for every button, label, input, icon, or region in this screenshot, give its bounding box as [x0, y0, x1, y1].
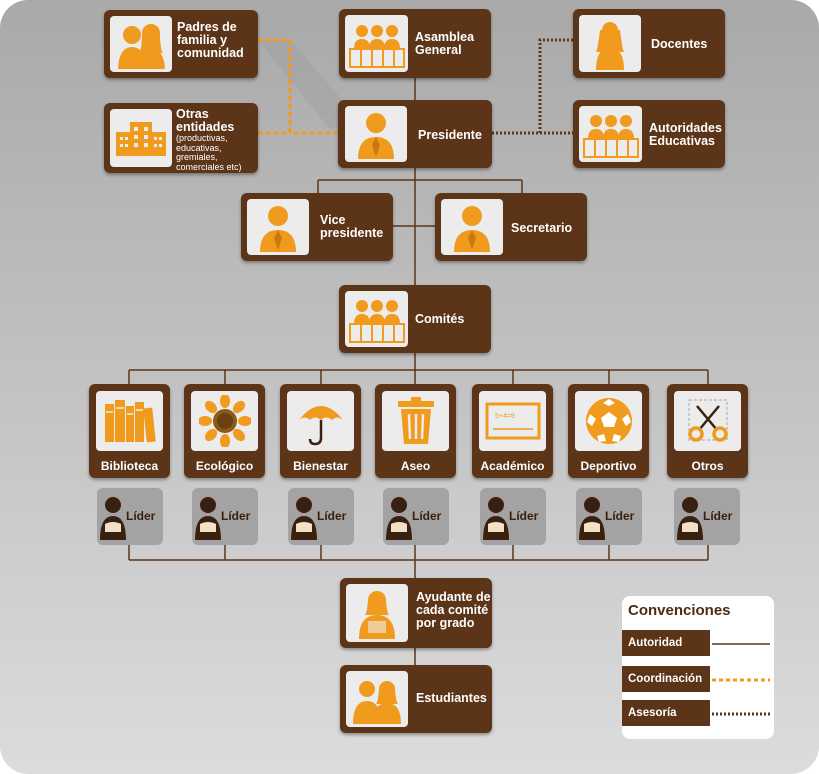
students-icon: [346, 671, 408, 727]
committee-deportivo: Deportivo: [568, 384, 649, 478]
node-otras-label: Otras entidades (productivas, educativas,…: [176, 108, 242, 172]
node-secretario-label: Secretario: [511, 221, 573, 235]
legend: Convenciones Autoridad Coordinación Ases…: [622, 596, 774, 739]
node-vice: Vice presidente: [241, 193, 393, 261]
leader-icon: [386, 497, 412, 540]
leader-icon: [100, 497, 126, 540]
leader-label: Líder: [605, 509, 635, 523]
node-presidente-label: Presidente: [418, 128, 482, 142]
committee-otros: Otros: [667, 384, 748, 478]
committee-ecologico-label: Ecológico: [195, 459, 254, 473]
node-comites: Comités: [339, 285, 491, 353]
node-presidente: Presidente: [338, 100, 492, 168]
leader-icon: [483, 497, 509, 540]
node-docentes: Docentes: [573, 9, 725, 78]
node-otras-title: Otras entidades: [176, 107, 235, 134]
node-vice-label: Vice presidente: [320, 213, 384, 240]
committee-biblioteca-label: Biblioteca: [100, 459, 159, 473]
committee-aseo-label: Aseo: [400, 459, 431, 473]
leader-ecologico: Líder: [192, 488, 258, 545]
teacher-icon: [579, 15, 641, 72]
committee-biblioteca: Biblioteca: [89, 384, 170, 478]
leader-icon: [579, 497, 605, 540]
committee-deportivo-label: Deportivo: [580, 459, 637, 473]
soccer-ball-icon: [575, 391, 642, 451]
committee-icon: [345, 291, 408, 347]
leader-label: Líder: [509, 509, 539, 523]
node-otras: Otras entidades (productivas, educativas,…: [104, 103, 258, 173]
leader-otros: Líder: [674, 488, 740, 545]
person-icon: [441, 199, 503, 255]
node-ayudante: Ayudante de cada comité por grado: [340, 578, 492, 648]
legend-title: Convenciones: [628, 602, 731, 619]
parents-icon: [110, 16, 172, 72]
leader-deportivo: Líder: [576, 488, 642, 545]
leader-label: Líder: [126, 509, 156, 523]
leader-label: Líder: [412, 509, 442, 523]
node-docentes-label: Docentes: [651, 37, 708, 51]
buildings-icon: [110, 109, 172, 167]
umbrella-icon: [287, 391, 354, 451]
node-estudiantes-label: Estudiantes: [416, 691, 487, 705]
node-padres-label: Padres de familia y comunidad: [177, 20, 244, 60]
committee-otros-label: Otros: [691, 459, 724, 473]
leader-aseo: Líder: [383, 488, 449, 545]
committee-ecologico: Ecológico: [184, 384, 265, 478]
scissors-icon: [674, 391, 741, 451]
committee-aseo: Aseo: [375, 384, 456, 478]
leader-icon: [291, 497, 317, 540]
committee-bienestar-label: Bienestar: [293, 459, 348, 473]
leader-label: Líder: [221, 509, 251, 523]
leader-icon: [677, 497, 703, 540]
node-asamblea: Asamblea General: [339, 9, 491, 78]
committee-bienestar: Bienestar: [280, 384, 361, 478]
leader-bienestar: Líder: [288, 488, 354, 545]
node-padres: Padres de familia y comunidad: [104, 10, 258, 78]
node-autoridades: Autoridades Educativas: [573, 100, 725, 168]
node-ayudante-label: Ayudante de cada comité por grado: [416, 590, 491, 630]
chalkboard-icon: 5+4=9: [479, 391, 546, 451]
legend-advisory-label: Asesoría: [622, 700, 710, 726]
books-icon: [96, 391, 163, 451]
dotted-line-icon: [712, 712, 770, 716]
helper-icon: [346, 584, 408, 642]
assembly-icon: [345, 15, 408, 72]
authorities-icon: [579, 106, 642, 162]
legend-coordination-label: Coordinación: [622, 666, 710, 692]
node-autoridades-label: Autoridades Educativas: [649, 121, 722, 148]
person-icon: [345, 106, 407, 162]
leader-academico: Líder: [480, 488, 546, 545]
sunflower-icon: [191, 391, 258, 451]
committee-academico-label: Académico: [480, 459, 545, 473]
node-comites-label: Comités: [415, 312, 465, 326]
node-asamblea-label: Asamblea General: [415, 30, 475, 57]
node-otras-sub: (productivas, educativas, gremiales, com…: [176, 133, 242, 172]
leader-icon: [195, 497, 221, 540]
person-icon: [247, 199, 309, 255]
committee-academico: 5+4=9 Académico: [472, 384, 553, 478]
node-estudiantes: Estudiantes: [340, 665, 492, 733]
leader-label: Líder: [703, 509, 733, 523]
node-secretario: Secretario: [435, 193, 587, 261]
leader-biblioteca: Líder: [97, 488, 163, 545]
svg-text:5+4=9: 5+4=9: [495, 413, 515, 420]
leader-label: Líder: [317, 509, 347, 523]
legend-authority-label: Autoridad: [622, 630, 710, 656]
trash-can-icon: [382, 391, 449, 451]
dashed-line-icon: [712, 678, 770, 682]
solid-line-icon: [712, 643, 770, 645]
